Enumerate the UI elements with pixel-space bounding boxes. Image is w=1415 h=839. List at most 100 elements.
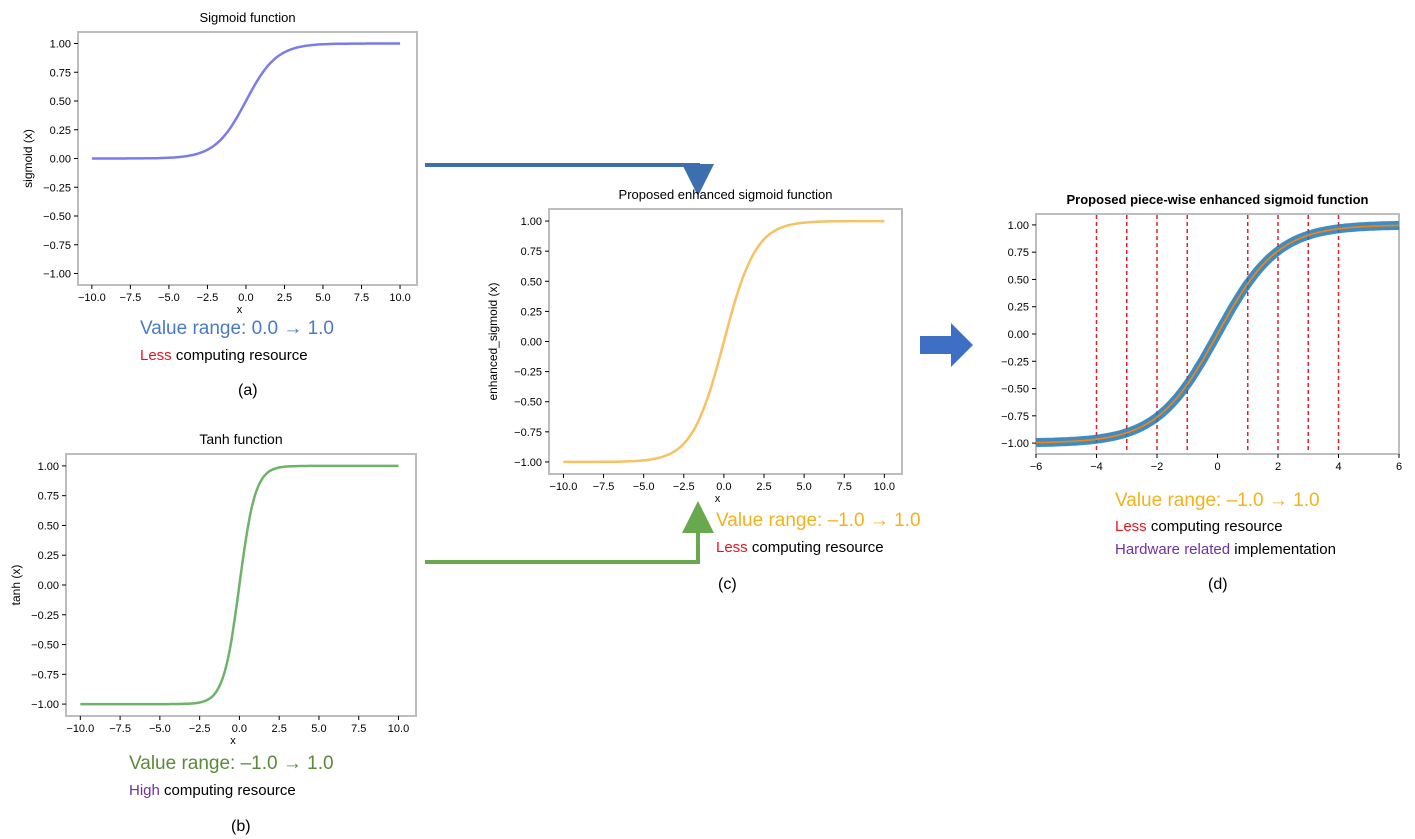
value-range-d: Value range: –1.0 → 1.0 [1115, 490, 1320, 511]
xtick-label-a: 7.5 [354, 292, 369, 304]
xtick-label-c: −2.5 [673, 481, 695, 493]
panel-label-b: (b) [231, 818, 251, 835]
ytick-label-b: 0.00 [38, 580, 59, 592]
xaxis-label-a: x [237, 304, 243, 316]
ytick-label-a: −1.00 [43, 269, 71, 281]
xtick-label-a: −7.5 [120, 292, 142, 304]
xtick-label-c: 2.5 [756, 481, 771, 493]
hardware-highlight-d: Hardware related [1115, 541, 1231, 558]
xtick-label-a: −10.0 [78, 292, 106, 304]
xtick-label-b: 0.0 [232, 723, 247, 735]
xaxis-label-b: x [230, 735, 236, 747]
yaxis-label-a: sigmoid (x) [21, 129, 35, 188]
xtick-label-b: −5.0 [149, 723, 171, 735]
resource-note-a: Less computing resource [140, 347, 308, 364]
xtick-label-d: 2 [1275, 461, 1281, 473]
xtick-label-c: 5.0 [796, 481, 811, 493]
ytick-label-b: 1.00 [38, 461, 59, 473]
plot-area-c [548, 208, 903, 475]
xtick-label-a: −2.5 [197, 292, 219, 304]
resource-highlight-c: Less [716, 539, 748, 556]
ytick-label-c: 0.00 [521, 337, 542, 349]
ytick-label-c: 0.50 [521, 276, 542, 288]
xtick-label-b: 10.0 [388, 723, 409, 735]
ytick-label-b: −1.00 [31, 699, 59, 711]
ytick-label-c: −0.75 [514, 427, 542, 439]
xtick-label-c: 7.5 [837, 481, 852, 493]
ytick-label-b: −0.25 [31, 610, 59, 622]
xtick-label-d: −4 [1090, 461, 1103, 473]
xtick-label-a: 5.0 [315, 292, 330, 304]
xtick-label-d: 6 [1396, 461, 1402, 473]
ytick-label-a: 0.75 [50, 67, 71, 79]
ytick-label-d: 1.00 [1008, 220, 1029, 232]
resource-highlight-d: Less [1115, 518, 1147, 535]
hardware-note-d: Hardware related implementation [1115, 541, 1336, 558]
ytick-label-b: 0.75 [38, 491, 59, 503]
xtick-label-d: 0 [1214, 461, 1220, 473]
ytick-label-c: −0.50 [514, 397, 542, 409]
ytick-label-d: 0.25 [1008, 302, 1029, 314]
xtick-label-b: −10.0 [66, 723, 94, 735]
chart-d: Proposed piece-wise enhanced sigmoid fun… [1001, 192, 1402, 473]
ytick-label-c: −1.00 [514, 457, 542, 469]
xtick-label-a: 10.0 [389, 292, 410, 304]
ytick-label-d: 0.50 [1008, 274, 1029, 286]
resource-highlight-a: Less [140, 347, 172, 364]
ytick-label-b: −0.50 [31, 640, 59, 652]
big-right-arrow-icon [920, 323, 973, 367]
xtick-label-b: −7.5 [109, 723, 131, 735]
xtick-label-b: −2.5 [189, 723, 211, 735]
yaxis-label-c: enhanced_sigmoid (x) [486, 282, 500, 400]
ytick-label-c: 0.25 [521, 306, 542, 318]
resource-note-b: High computing resource [129, 782, 296, 799]
ytick-label-a: 0.00 [50, 154, 71, 166]
ytick-label-c: −0.25 [514, 367, 542, 379]
panel-label-a: (a) [238, 382, 258, 399]
xtick-label-a: 0.0 [238, 292, 253, 304]
ytick-label-d: −0.50 [1001, 384, 1029, 396]
xtick-label-c: −5.0 [633, 481, 655, 493]
resource-text-d: computing resource [1146, 518, 1283, 535]
ytick-label-a: 1.00 [50, 39, 71, 51]
series-line-c-0 [563, 219, 885, 464]
panel-label-d: (d) [1208, 576, 1228, 593]
ytick-label-c: 1.00 [521, 216, 542, 228]
chart-title-a: Sigmoid function [199, 10, 295, 25]
ytick-label-a: −0.75 [43, 240, 71, 252]
xaxis-label-c: x [715, 493, 721, 505]
resource-note-c: Less computing resource [716, 539, 884, 556]
xtick-label-b: 7.5 [351, 723, 366, 735]
series-line-a-0 [91, 42, 401, 160]
xtick-label-c: 10.0 [874, 481, 895, 493]
xtick-label-b: 5.0 [311, 723, 326, 735]
ytick-label-a: 0.25 [50, 125, 71, 137]
chart-title-d: Proposed piece-wise enhanced sigmoid fun… [1067, 192, 1369, 207]
ytick-label-b: −0.75 [31, 669, 59, 681]
xtick-label-a: −5.0 [158, 292, 180, 304]
resource-highlight-b: High [129, 782, 160, 799]
ytick-label-d: 0.75 [1008, 247, 1029, 259]
resource-note-d: Less computing resource [1115, 518, 1283, 535]
ytick-label-d: −0.25 [1001, 356, 1029, 368]
ytick-label-b: 0.25 [38, 550, 59, 562]
series-line-d-2 [1035, 224, 1400, 444]
ytick-label-b: 0.50 [38, 520, 59, 532]
ytick-label-d: 0.00 [1008, 329, 1029, 341]
resource-text-c: computing resource [747, 539, 884, 556]
value-range-a: Value range: 0.0 → 1.0 [140, 318, 334, 339]
yaxis-label-b: tanh (x) [9, 565, 23, 606]
xtick-label-b: 2.5 [272, 723, 287, 735]
chart-title-c: Proposed enhanced sigmoid function [619, 187, 833, 202]
hardware-text-d: implementation [1230, 541, 1336, 558]
ytick-label-c: 0.75 [521, 246, 542, 258]
connector-arrow-a-to-c [425, 163, 714, 196]
chart-b: Tanh function 1.00 0.75 0.50 0.25 0.00 −0.25 −0… [9, 431, 417, 747]
resource-text-b: computing resource [159, 782, 296, 799]
xtick-label-d: −6 [1030, 461, 1043, 473]
plot-area-b [65, 453, 417, 717]
xtick-label-a: 2.5 [277, 292, 292, 304]
resource-text-a: computing resource [171, 347, 308, 364]
ytick-label-d: −0.75 [1001, 411, 1029, 423]
